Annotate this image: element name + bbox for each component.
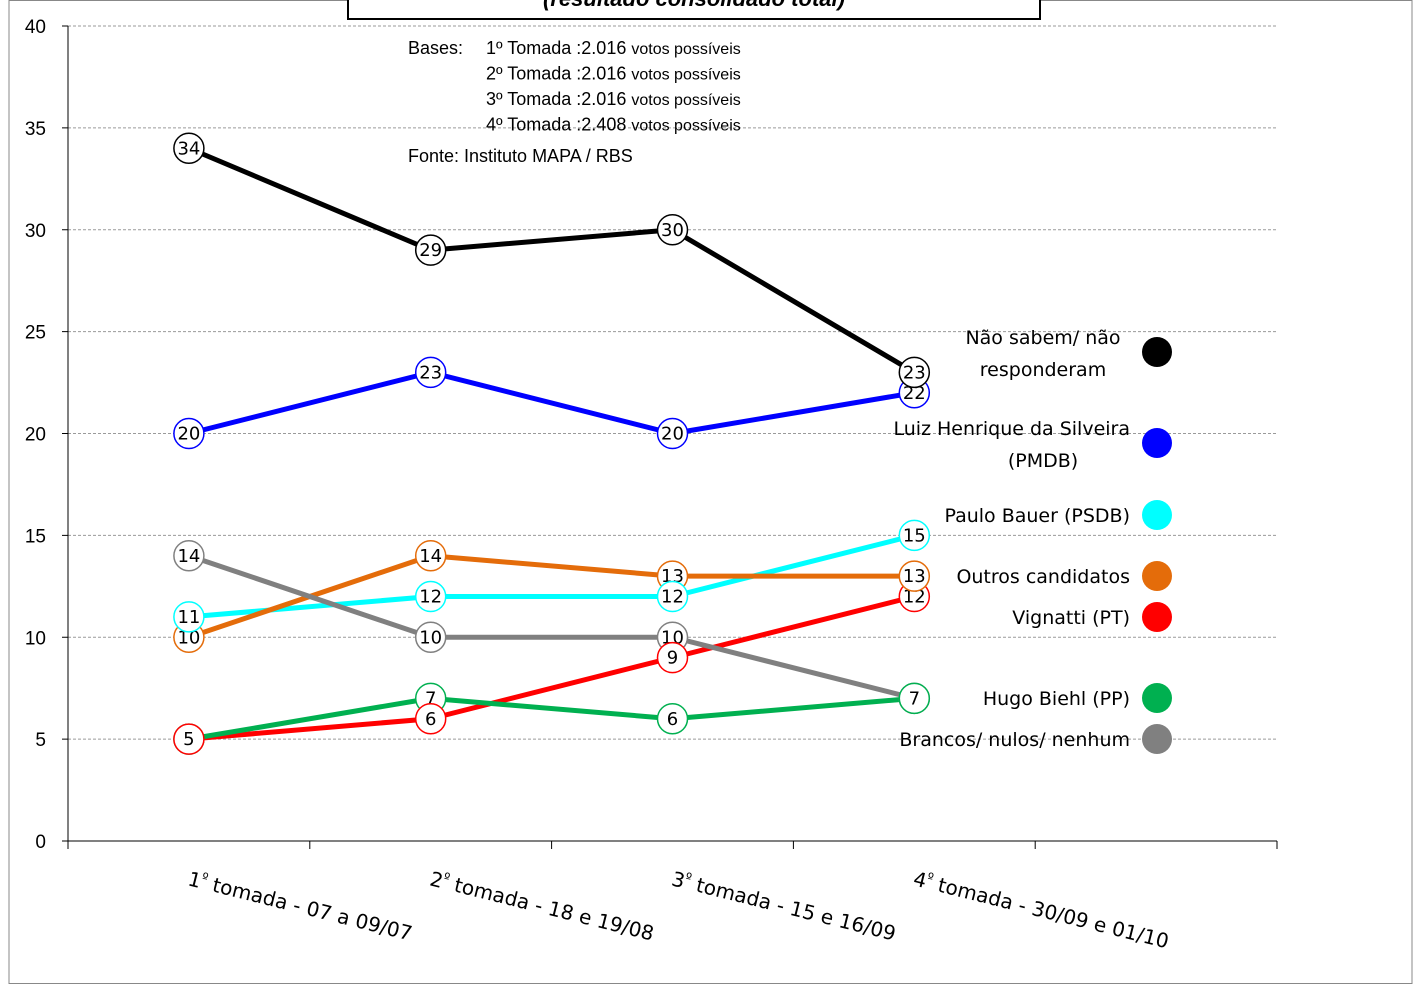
data-label: 6: [425, 709, 436, 730]
data-point-marker: [173, 132, 205, 164]
legend-swatch: [1142, 561, 1172, 591]
legend-label: Brancos/ nulos/ nenhum: [899, 729, 1130, 751]
data-point-marker: [173, 601, 205, 633]
title-box: [347, 0, 1041, 20]
series-line: [188, 369, 915, 436]
data-point-marker: [173, 723, 205, 755]
data-label: 20: [177, 424, 200, 445]
data-point-marker: [414, 234, 447, 266]
data-labels: 1410107576756912101413131112121520232022…: [173, 132, 931, 755]
bases-line: 1º Tomada :2.016 votos possíveis: [486, 38, 741, 58]
data-label: 20: [661, 424, 684, 445]
data-label: 23: [903, 362, 926, 383]
data-label: 11: [177, 607, 200, 628]
source-note: Fonte: Instituto MAPA / RBS: [408, 146, 633, 166]
bases-line: 2º Tomada :2.016 votos possíveis: [486, 64, 741, 84]
y-tick-label: 35: [25, 119, 46, 140]
data-label: 23: [419, 362, 442, 383]
y-tick-label: 25: [25, 323, 46, 344]
y-tick-label: 30: [25, 221, 46, 242]
legend-swatch: [1142, 428, 1172, 458]
series-line: [188, 695, 915, 742]
bases-label: Bases:: [408, 38, 463, 58]
y-tick-label: 10: [25, 628, 46, 649]
legend-label: Luiz Henrique da Silveira: [893, 418, 1130, 440]
legend-label: Hugo Biehl (PP): [983, 688, 1130, 710]
legend: Não sabem/ não responderam Luiz Henrique d…: [893, 327, 1172, 754]
chart-outer-border: [8, 0, 1413, 984]
data-label: 7: [909, 688, 920, 709]
data-label: 15: [903, 525, 926, 546]
data-label: 9: [667, 648, 678, 669]
data-label: 10: [419, 627, 442, 648]
bases-annotation: Bases: 1º Tomada :2.016 votos possíveis 2º…: [408, 38, 741, 166]
bases-line: 4º Tomada :2.408 votos possíveis: [486, 115, 741, 135]
legend-label: responderam: [980, 359, 1106, 381]
data-label: 5: [183, 729, 194, 750]
data-label: 7: [425, 688, 436, 709]
data-label: 6: [667, 709, 678, 730]
series-lines: [187, 145, 916, 742]
data-label: 29: [419, 240, 442, 261]
data-label: 12: [661, 587, 684, 608]
data-point-marker: [898, 519, 931, 552]
series-line: [187, 145, 916, 375]
data-point-marker: [414, 540, 447, 572]
data-label: 30: [661, 220, 684, 241]
legend-swatch: [1142, 337, 1172, 367]
data-point-marker: [898, 682, 931, 715]
data-label: 12: [419, 587, 442, 608]
legend-swatch: [1142, 500, 1172, 530]
data-point-marker: [898, 356, 931, 389]
data-label: 14: [419, 546, 442, 567]
legend-swatch: [1142, 602, 1172, 632]
data-label: 10: [177, 627, 200, 648]
data-label: 13: [903, 566, 926, 587]
data-point-marker: [414, 621, 447, 653]
legend-label: Não sabem/ não: [965, 327, 1120, 349]
data-point-marker: [656, 214, 689, 246]
legend-swatch: [1142, 683, 1172, 713]
data-label: 14: [177, 546, 200, 567]
data-point-marker: [656, 580, 689, 613]
data-point-marker: [173, 540, 205, 572]
series-line: [188, 553, 915, 701]
legend-label: Outros candidatos: [956, 566, 1130, 588]
data-point-marker: [414, 580, 447, 613]
data-point-marker: [414, 356, 447, 389]
data-point-marker: [656, 417, 689, 450]
legend-label: Paulo Bauer (PSDB): [944, 505, 1130, 527]
data-label: 12: [903, 587, 926, 608]
data-label: 34: [177, 138, 200, 159]
data-point-marker: [414, 703, 447, 735]
y-tick-label: 15: [25, 526, 46, 547]
y-tick-label: 0: [35, 832, 46, 853]
bases-line: 3º Tomada :2.016 votos possíveis: [486, 89, 741, 109]
y-tick-label: 40: [25, 17, 46, 38]
gridlines: [68, 25, 1277, 740]
data-point-marker: [656, 703, 689, 735]
data-point-marker: [898, 560, 931, 592]
data-label: 22: [903, 383, 926, 404]
y-tick-label: 5: [35, 730, 46, 751]
legend-label: Vignatti (PT): [1012, 607, 1130, 629]
chart-title: (resultado consolidado total): [543, 0, 845, 11]
legend-label: (PMDB): [1008, 450, 1078, 472]
legend-swatch: [1142, 724, 1172, 754]
series-line: [188, 594, 915, 742]
y-tick-label: 20: [25, 425, 46, 446]
data-point-marker: [173, 417, 205, 450]
series-line: [188, 532, 915, 620]
data-point-marker: [656, 641, 689, 674]
